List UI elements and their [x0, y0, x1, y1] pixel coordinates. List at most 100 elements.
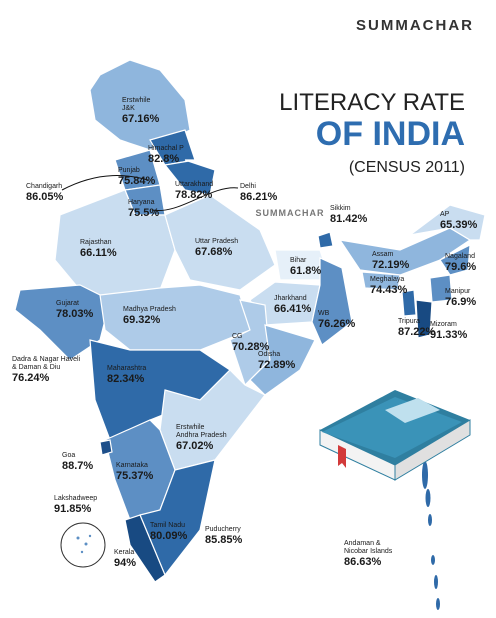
rajasthan [54, 189, 176, 301]
region-name: Tripura [398, 318, 420, 325]
region-rate: 82.34% [107, 373, 145, 385]
kerala [124, 514, 166, 583]
region-rate: 79.6% [445, 261, 476, 273]
region-name: Uttarakhand [175, 181, 213, 188]
region-name: Mizoram [430, 321, 457, 328]
arunachal [409, 204, 486, 241]
region-name: AP [440, 211, 450, 218]
uttarakhand [163, 159, 216, 196]
chandigarh-leader [61, 175, 149, 191]
region-name: Tamil Nadu [150, 522, 185, 529]
uttar-pradesh [164, 194, 276, 291]
region-rate: 67.16% [122, 113, 160, 125]
region-rate: 78.82% [175, 189, 213, 201]
region-name: Maharashtra [107, 365, 146, 372]
regions [14, 59, 486, 610]
region-rate: 94% [114, 557, 136, 569]
region-name: J&K [122, 105, 135, 112]
region-rate: 72.19% [372, 259, 410, 271]
region-rate: 75.37% [116, 470, 154, 482]
region-rate: 69.32% [123, 314, 161, 326]
region-name: Gujarat [56, 300, 79, 307]
region-rate: 74.43% [370, 284, 408, 296]
region-rate: 87.22% [398, 326, 436, 338]
region-name: Punjab [118, 167, 140, 174]
region-rate: 86.21% [240, 191, 278, 203]
assam [338, 227, 472, 276]
andaman-islands [422, 461, 440, 610]
region-name: Haryana [128, 199, 155, 206]
region-name: Meghalaya [370, 276, 404, 283]
region-rate: 66.11% [80, 247, 117, 259]
region-name: WB [318, 310, 330, 317]
region-name: Erstwhile [176, 424, 205, 431]
region-name: Odisha [258, 351, 280, 358]
region-rate: 75.84% [118, 175, 156, 187]
title-line3: (CENSUS 2011) [349, 159, 465, 176]
region-name: Himachal P [148, 145, 184, 152]
region-name: Nagaland [445, 253, 475, 260]
title-line1: LITERACY RATE [279, 89, 465, 116]
region-name: CG [232, 333, 243, 340]
region-rate: 80.09% [150, 530, 188, 542]
region-rate: 76.26% [318, 318, 356, 330]
sikkim [317, 231, 334, 249]
title-line2: OF INDIA [316, 115, 465, 153]
west-bengal [311, 257, 353, 346]
nagaland [439, 243, 471, 276]
tripura [401, 289, 417, 317]
region-name: & Daman & Diu [12, 364, 60, 371]
region-rate: 85.85% [205, 534, 243, 546]
delhi-leader [151, 187, 239, 212]
region-rate: 65.39% [440, 219, 478, 231]
gujarat [14, 284, 111, 361]
region-name: Lakshadweep [54, 495, 97, 502]
region-rate: 86.05% [26, 191, 64, 203]
region-rate: 72.89% [258, 359, 296, 371]
region-rate: 66.41% [274, 303, 312, 315]
region-name: Andaman & [344, 540, 381, 547]
region-rate: 67.68% [195, 246, 233, 258]
region-name: Nicobar Islands [344, 548, 393, 555]
region-rate: 70.28% [232, 341, 270, 353]
region-name: Dadra & Nagar Haveli [12, 356, 81, 363]
region-name: Delhi [240, 183, 256, 190]
region-rate: 88.7% [62, 460, 93, 472]
region-rate: 75.5% [128, 207, 159, 219]
region-name: Puducherry [205, 526, 241, 533]
region-rate: 91.85% [54, 503, 92, 515]
region-rate: 81.42% [330, 213, 368, 225]
region-name: Rajasthan [80, 239, 112, 246]
region-name: Goa [62, 452, 75, 459]
lakshadweep-inset [60, 522, 106, 568]
region-rate: 67.02% [176, 440, 214, 452]
region-rate: 91.33% [430, 329, 468, 341]
region-name: Madhya Pradesh [123, 306, 176, 313]
region-name: Andhra Pradesh [176, 432, 227, 439]
region-rate: 82.8% [148, 153, 179, 165]
region-rate: 78.03% [56, 308, 94, 320]
jharkhand [249, 281, 321, 326]
lakshadweep-islands [76, 534, 92, 554]
region-rate: 76.24% [12, 372, 50, 384]
book-icon [319, 390, 471, 481]
brand: SUMMACHAR [356, 17, 474, 34]
region-name: Sikkim [330, 205, 351, 212]
region-name: Kerala [114, 549, 134, 556]
region-name: Uttar Pradesh [195, 238, 238, 245]
region-name: Erstwhile [122, 97, 151, 104]
region-name: Manipur [445, 288, 471, 295]
region-rate: 86.63% [344, 556, 382, 568]
region-rate: 61.8% [290, 265, 321, 277]
mizoram [415, 299, 433, 339]
region-name: Karnataka [116, 462, 148, 469]
meghalaya [361, 271, 401, 291]
goa [99, 439, 113, 456]
manipur [429, 274, 453, 303]
watermark: SUMMACHAR [256, 208, 325, 218]
region-name: Assam [372, 251, 394, 258]
region-name: Chandigarh [26, 183, 62, 190]
region-rate: 76.9% [445, 296, 476, 308]
region-name: Bihar [290, 257, 307, 264]
